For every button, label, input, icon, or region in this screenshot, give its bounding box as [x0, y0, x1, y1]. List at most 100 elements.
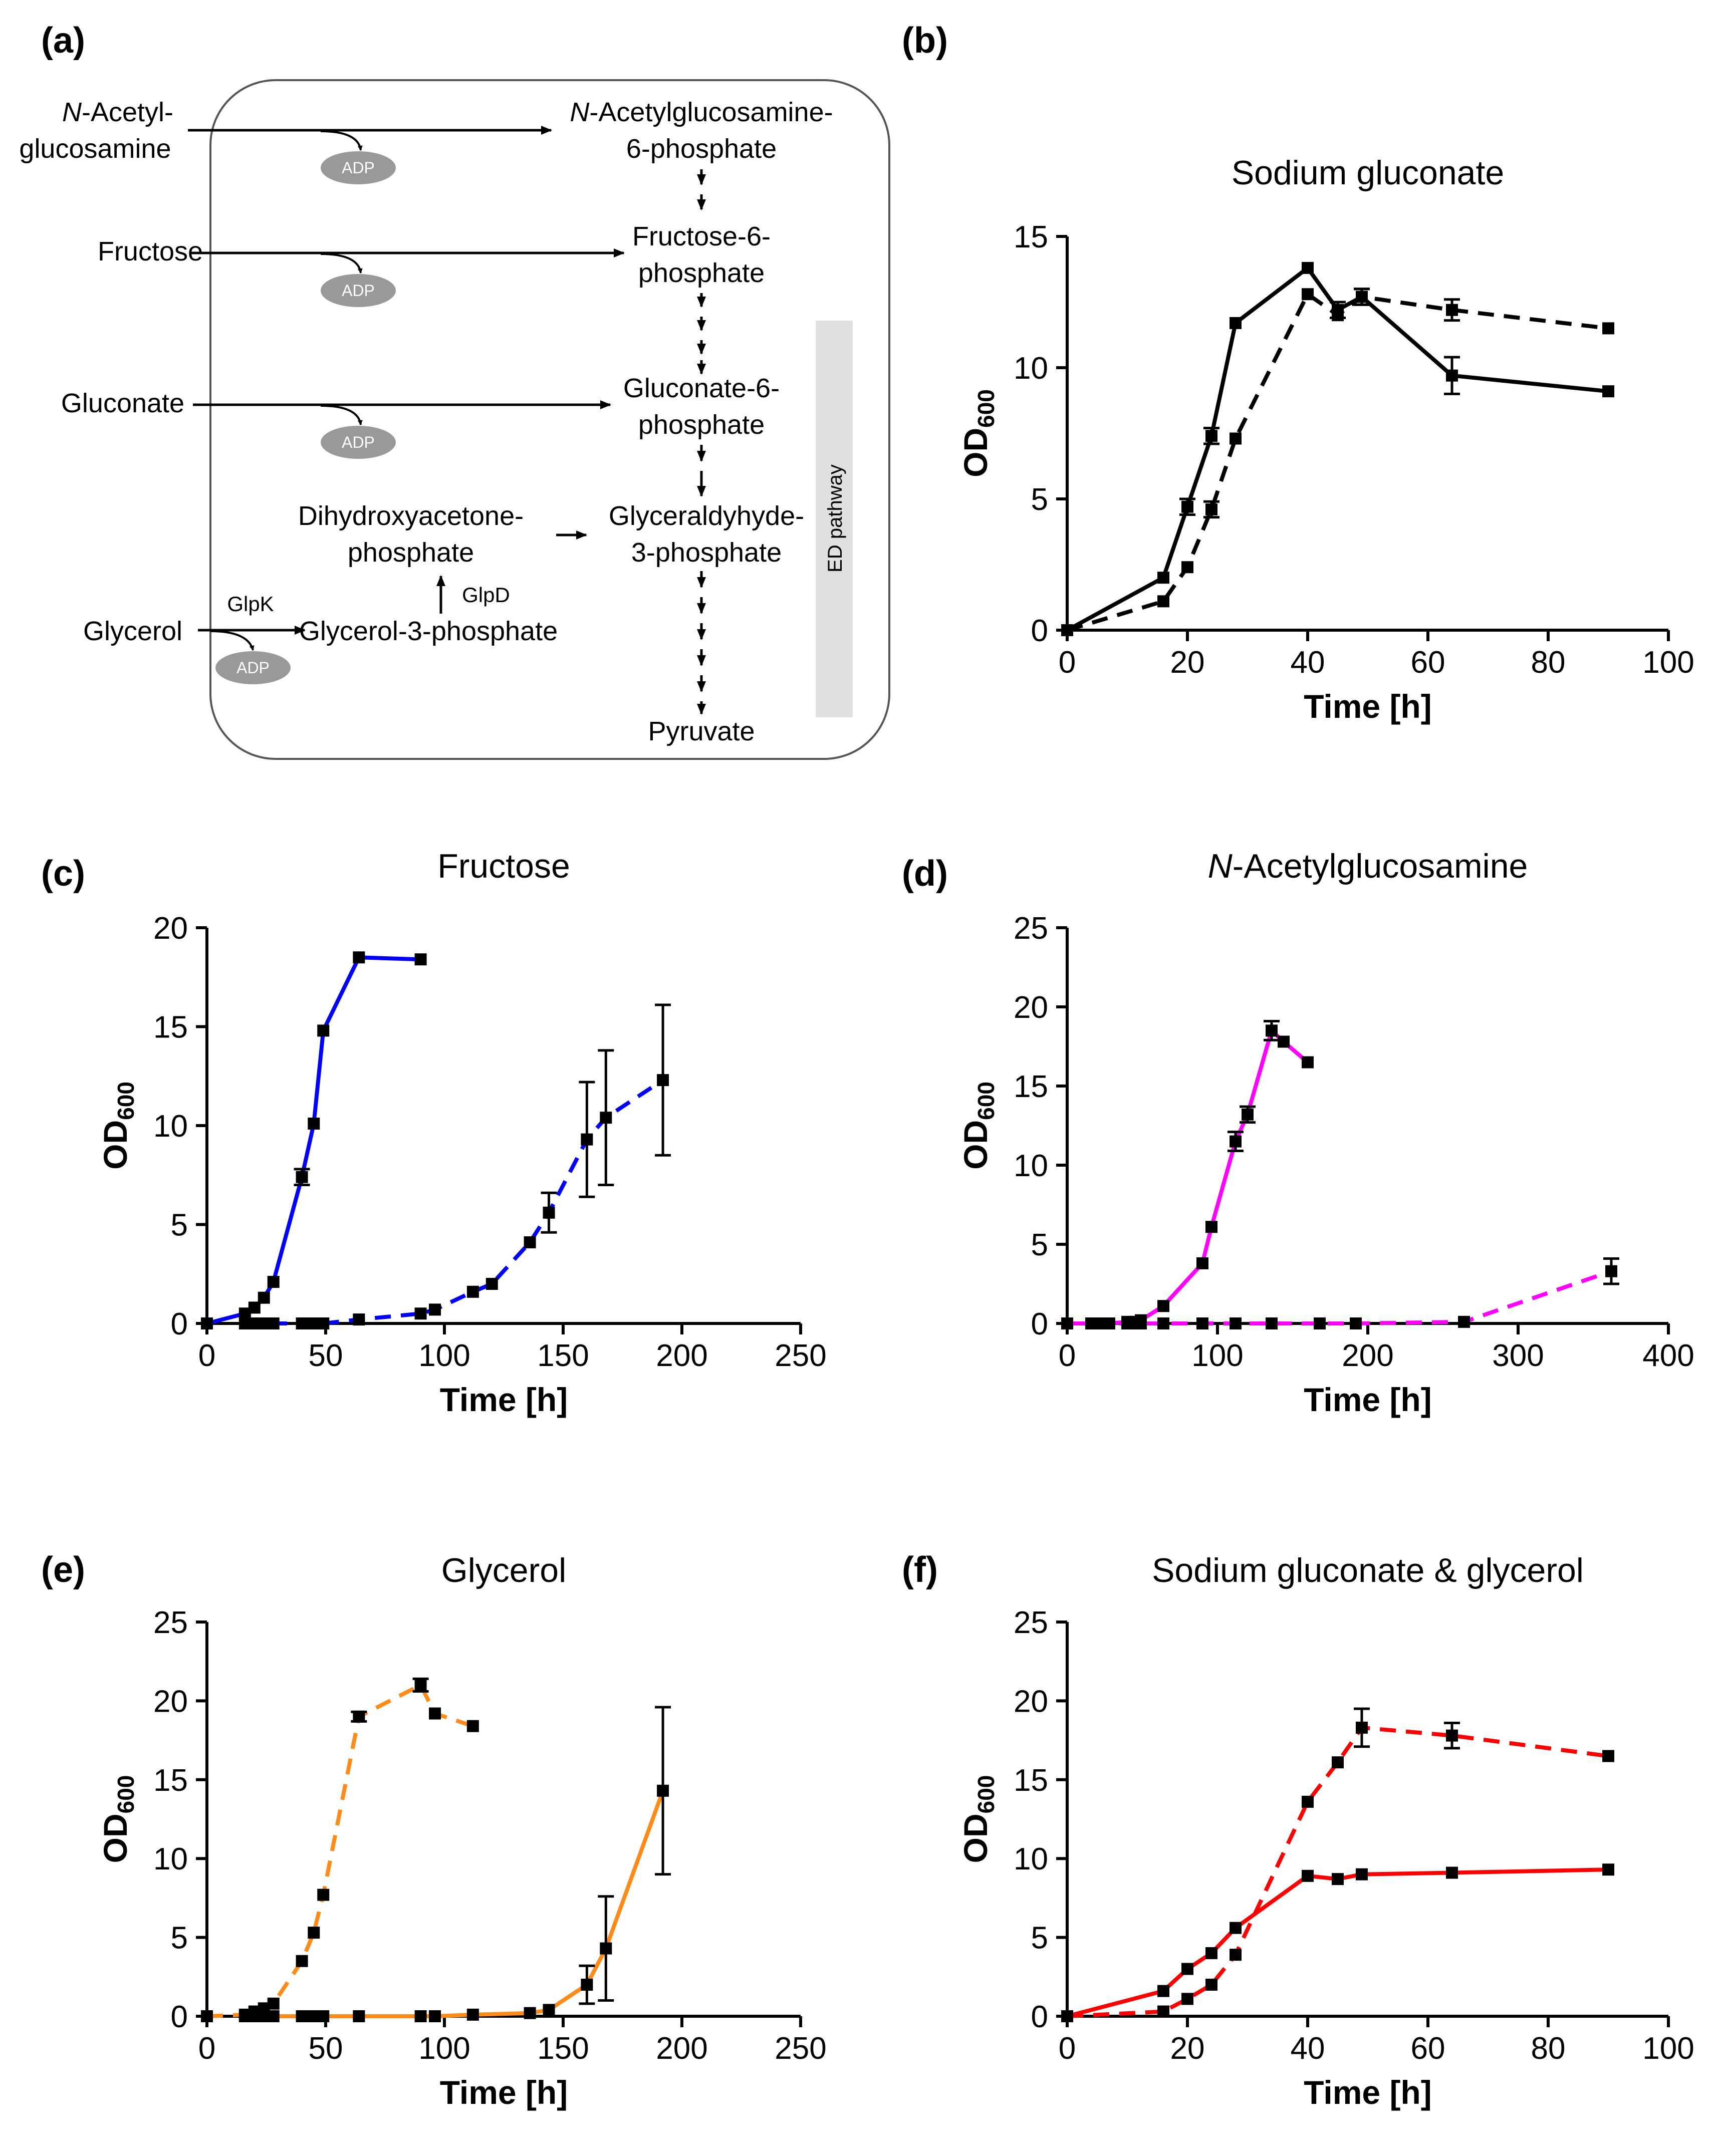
chart-title-text: Sodium gluconate: [1232, 154, 1504, 192]
data-point: [485, 1278, 498, 1290]
y-tick-label: 25: [1014, 911, 1048, 946]
data-point: [543, 1206, 555, 1219]
data-point: [1061, 2010, 1073, 2022]
data-point: [201, 2010, 213, 2022]
x-tick-label: 250: [775, 1338, 826, 1373]
data-point: [657, 1074, 669, 1087]
y-axis-label-sub: 600: [973, 1775, 999, 1814]
y-tick-label: 0: [1031, 614, 1048, 648]
data-point: [1332, 1873, 1344, 1885]
x-tick-label: 0: [1059, 2031, 1076, 2066]
chart-title-prefix: N: [1208, 847, 1233, 885]
y-axis-label-main: OD: [957, 1120, 994, 1170]
product-gap-line2: 3-phosphate: [631, 537, 782, 568]
data-point: [429, 2010, 441, 2022]
x-tick-label: 20: [1170, 2031, 1205, 2066]
y-axis-label: OD600: [97, 1082, 139, 1170]
data-point: [657, 1784, 669, 1797]
chart-title-text: Sodium gluconate & glycerol: [1152, 1551, 1584, 1589]
x-axis-label: Time [h]: [1304, 688, 1431, 725]
data-point: [600, 1942, 612, 1955]
data-point: [1230, 1949, 1242, 1961]
y-axis-label-sub: 600: [113, 1082, 139, 1120]
product-f6p-line2: phosphate: [638, 258, 765, 288]
data-point: [1135, 1317, 1147, 1329]
data-point: [1103, 1317, 1115, 1329]
data-point: [581, 1133, 593, 1146]
data-point: [258, 1291, 270, 1304]
y-axis-label-main: OD: [957, 1813, 994, 1863]
panel-label-f: (f): [902, 1550, 938, 1590]
data-point: [267, 1997, 280, 2010]
enzyme-glpk: GlpK: [227, 592, 274, 616]
x-tick-label: 100: [418, 2031, 470, 2066]
data-point: [1446, 1729, 1458, 1742]
series-line-dashed: [206, 1683, 474, 2018]
data-point: [1181, 561, 1193, 574]
chart-title: Fructose: [437, 847, 570, 885]
data-point: [1605, 1265, 1617, 1277]
data-point: [1205, 1947, 1217, 1960]
x-tick-label: 0: [198, 1338, 215, 1373]
cell-boundary: [209, 79, 890, 760]
adp-label: ADP: [342, 433, 375, 451]
panel-label-c: (c): [41, 854, 85, 894]
y-axis-label-main: OD: [97, 1813, 134, 1863]
y-axis-label-sub: 600: [973, 389, 999, 428]
y-axis-label-sub: 600: [113, 1775, 139, 1814]
panel-label-d: (d): [902, 854, 948, 894]
substrate-gluconate: Gluconate: [61, 388, 184, 418]
x-tick-label: 150: [537, 2031, 589, 2066]
data-point: [296, 1171, 308, 1183]
chart-title: Sodium gluconate & glycerol: [1152, 1551, 1584, 1589]
data-point: [1242, 1108, 1254, 1121]
data-point: [1181, 500, 1193, 513]
y-tick-label: 20: [1014, 990, 1048, 1025]
data-point: [1157, 572, 1169, 584]
x-tick-label: 100: [418, 1338, 470, 1373]
chart-title-text: -Acetylglucosamine: [1233, 847, 1528, 885]
data-point: [201, 1317, 213, 1329]
product-g3p: Glycerol-3-phosphate: [299, 616, 558, 646]
data-point: [1181, 1993, 1193, 2005]
x-tick-label: 100: [1191, 1338, 1243, 1373]
data-point: [1266, 1024, 1278, 1037]
adp-label: ADP: [236, 659, 270, 677]
ed-pathway-bar: [816, 321, 853, 717]
panel-c: (c) Fructose 0 50 100 150 200 250 0 5 10 15 20 Time …: [41, 847, 827, 1418]
adp-bubble: ADP: [215, 651, 291, 684]
arrow-adp-curve: [210, 630, 255, 651]
arrow-adp-curve: [320, 405, 363, 425]
data-point: [317, 1889, 330, 1901]
data-point: [466, 1285, 479, 1298]
y-tick-label: 5: [1031, 1228, 1048, 1262]
series-line-solid: [244, 1790, 665, 2018]
x-tick-label: 60: [1411, 2031, 1445, 2066]
x-tick-label: 50: [309, 1338, 343, 1373]
x-tick-label: 200: [656, 1338, 707, 1373]
x-tick-label: 0: [1059, 645, 1076, 680]
data-point: [1181, 1963, 1193, 1975]
x-tick-label: 40: [1291, 645, 1325, 680]
panel-e: (e) Glycerol 0 50 100 150 200 250 0 5 10 15 20 25 Tim…: [41, 1550, 827, 2111]
y-tick-label: 10: [1014, 351, 1048, 386]
data-point: [1230, 432, 1242, 445]
data-point: [296, 1955, 308, 1967]
data-point: [414, 953, 427, 966]
product-g6p-line2: phosphate: [638, 410, 765, 440]
data-point: [1356, 291, 1368, 303]
x-tick-label: 60: [1411, 645, 1445, 680]
y-tick-label: 5: [171, 1208, 188, 1243]
y-tick-label: 5: [171, 1921, 188, 1956]
y-tick-label: 20: [153, 911, 188, 946]
x-tick-label: 80: [1531, 2031, 1566, 2066]
data-point: [1446, 369, 1458, 382]
chart-title-text: Fructose: [437, 847, 570, 885]
data-point: [1302, 1056, 1314, 1068]
chart-title: Sodium gluconate: [1232, 154, 1504, 192]
adp-label: ADP: [342, 282, 375, 300]
data-point: [317, 1317, 330, 1329]
panel-a: (a) ED pathway N-Acetyl- glucosamine Fru…: [19, 21, 890, 760]
data-point: [1602, 385, 1614, 398]
y-axis-label-sub: 600: [973, 1082, 999, 1120]
